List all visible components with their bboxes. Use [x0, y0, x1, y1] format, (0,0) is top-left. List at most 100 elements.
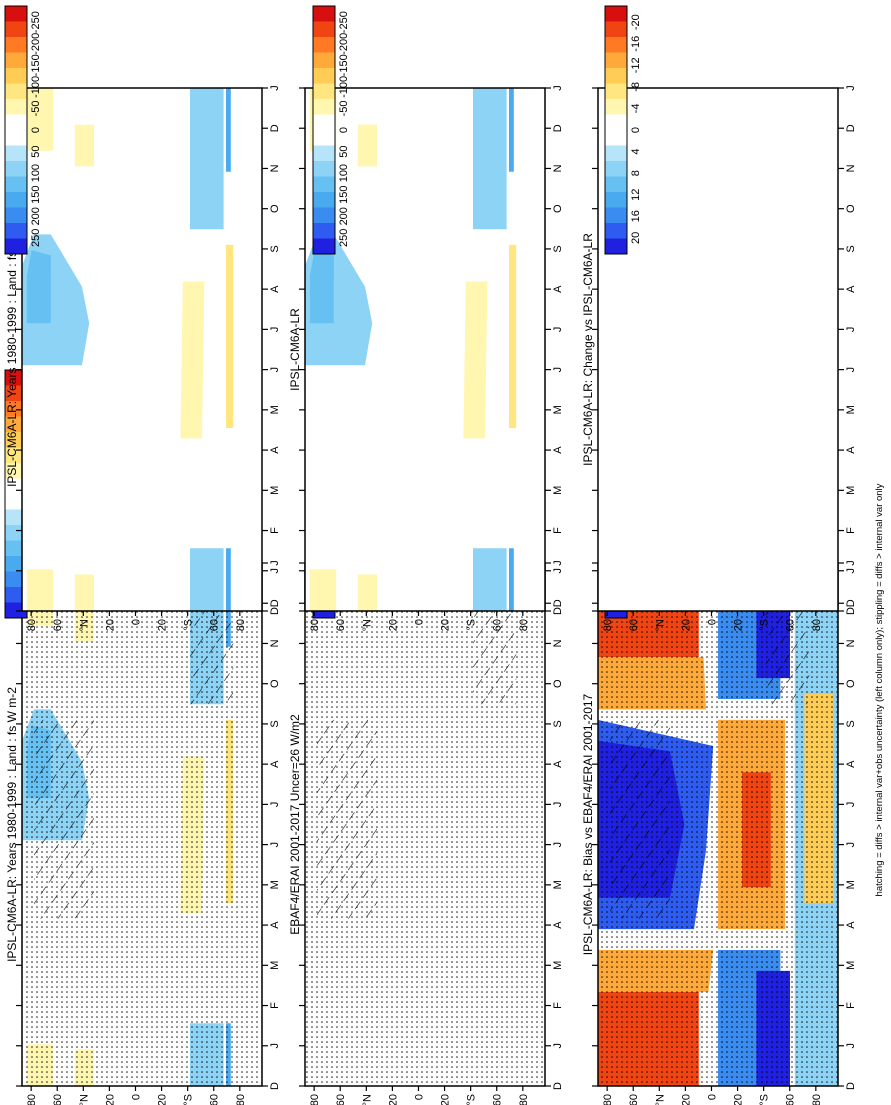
colorbar-segment	[5, 192, 27, 208]
lat-tick-label: 60	[492, 1094, 504, 1105]
colorbar-segment	[605, 83, 627, 100]
colorbar-segment	[5, 83, 27, 100]
colorbar-segment	[313, 130, 335, 146]
month-tick-label: F	[552, 1002, 564, 1009]
colorbar-segment	[5, 99, 27, 115]
month-tick-label: O	[269, 204, 281, 213]
lat-tick-label: 80	[811, 619, 823, 631]
panel-title: IPSL-CM6A-LR	[288, 308, 302, 391]
lat-tick-label: 20	[733, 619, 745, 631]
month-tick-label: O	[552, 204, 564, 213]
colorbar-tick-label: 0	[338, 127, 350, 133]
month-tick-label: D	[845, 607, 857, 615]
colorbar-tick-label: 16	[630, 210, 642, 222]
month-tick-label: S	[845, 245, 857, 252]
feature-antarctic-blue-b	[473, 88, 507, 230]
lat-tick-label: 0	[413, 619, 425, 625]
colorbar-segment	[605, 192, 627, 208]
month-tick-label: M	[552, 405, 564, 414]
month-tick-label: J	[552, 568, 564, 574]
colorbar-segment	[605, 238, 627, 255]
lat-tick-label: °S	[759, 619, 771, 631]
month-tick-label: D	[269, 607, 281, 615]
lat-tick-label: 80	[309, 1094, 321, 1105]
feature-nh-land-blue-core	[309, 250, 334, 324]
feature-antarctic-blue-a	[473, 548, 507, 611]
lat-tick-label: 20	[680, 619, 692, 631]
lat-tick-label: 0	[130, 619, 142, 625]
colorbar-segment	[313, 145, 335, 162]
month-tick-label: A	[269, 921, 281, 929]
lat-tick-label: 80	[602, 1094, 614, 1105]
month-tick-label: A	[552, 760, 564, 768]
colorbar-segment	[313, 176, 335, 193]
month-tick-label: J	[269, 1043, 281, 1049]
colorbar-segment	[5, 176, 27, 193]
month-tick-label: J	[269, 842, 281, 848]
colorbar-segment	[605, 207, 627, 224]
month-tick-label: A	[845, 446, 857, 454]
colorbar-segment	[605, 223, 627, 239]
month-tick-label: D	[552, 607, 564, 615]
feature-arctic-high-yellow	[26, 88, 54, 151]
month-tick-label: J	[845, 367, 857, 373]
feature-antarctic-edge-b	[226, 88, 231, 172]
plot-frame	[304, 87, 546, 612]
feature-nh-midlat-yellow-b	[74, 124, 94, 167]
month-tick-label: M	[552, 961, 564, 970]
month-tick-label: J	[269, 367, 281, 373]
lat-tick-label: 80	[26, 619, 38, 631]
feature-nh-land-blue-core	[26, 250, 51, 324]
month-tick-label: M	[269, 405, 281, 414]
colorbar-tick-label: -8	[630, 82, 642, 92]
feature-arctic-low-yellow	[26, 569, 54, 611]
colorbar-segment	[313, 192, 335, 208]
colorbar-segment	[5, 21, 27, 38]
plot-frame	[21, 87, 263, 612]
colorbar-segment	[313, 83, 335, 100]
colorbar-segment	[5, 207, 27, 224]
feature-sh-yellow	[463, 281, 488, 439]
colorbar-segment	[605, 68, 627, 84]
colorbar-frame	[604, 5, 628, 255]
month-tick-label: J	[552, 842, 564, 848]
colorbar-tick-label: 12	[630, 189, 642, 201]
month-tick-label: M	[269, 486, 281, 495]
lat-tick-label: 60	[52, 1094, 64, 1105]
month-tick-label: D	[269, 1082, 281, 1090]
month-tick-label: F	[845, 1002, 857, 1009]
lat-tick-label: 20	[440, 619, 452, 631]
lat-tick-label: 60	[785, 1094, 797, 1105]
colorbar-segment	[313, 114, 335, 131]
lat-tick-label: 0	[130, 1094, 142, 1100]
colorbar-segment	[605, 176, 627, 193]
month-tick-label: D	[269, 599, 281, 607]
lat-tick-label: 60	[209, 1094, 221, 1105]
month-tick-label: J	[552, 802, 564, 808]
colorbar-tick-label: -250	[338, 11, 350, 33]
month-tick-label: M	[269, 961, 281, 970]
month-tick-label: O	[845, 679, 857, 688]
colorbar-tick-label: 250	[338, 229, 350, 247]
colorbar-tick-label: -200	[30, 33, 42, 55]
month-tick-label: A	[845, 921, 857, 929]
hatching-overlay	[34, 719, 94, 919]
lat-tick-label: 20	[157, 619, 169, 631]
lat-tick-label: 80	[26, 1094, 38, 1105]
month-tick-label: S	[552, 720, 564, 727]
month-tick-label: A	[552, 446, 564, 454]
lat-tick-label: 0	[706, 619, 718, 625]
feature-arctic-low-yellow	[309, 569, 337, 611]
colorbar-segment	[313, 6, 335, 22]
colorbar-segment	[605, 21, 627, 38]
colorbar-segment	[313, 21, 335, 38]
colorbar-tick-label: 50	[30, 145, 42, 157]
feature-antarctic-blue-a	[190, 548, 224, 611]
colorbar-frame	[312, 5, 336, 255]
feature-nh-midlat-yellow-b	[357, 124, 377, 167]
colorbar-frame	[4, 5, 28, 255]
colorbar-segment	[605, 130, 627, 146]
colorbar-segment	[5, 6, 27, 22]
